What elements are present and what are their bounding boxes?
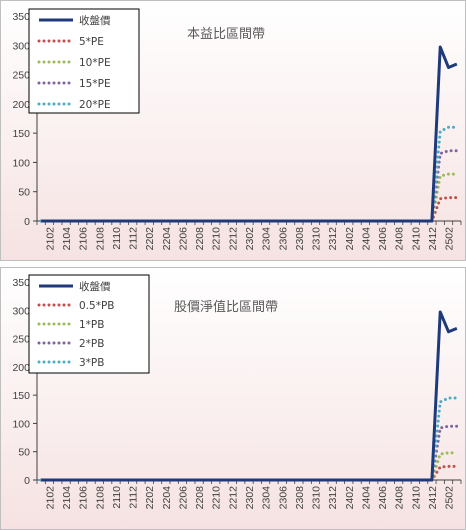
pe-y-tick-label: 50 — [18, 187, 30, 199]
pb-legend-label: 1*PB — [79, 319, 104, 331]
pe-legend — [28, 8, 140, 114]
pe-chart-title: 本益比區間帶 — [187, 27, 265, 42]
pb-x-tick-label: 2204 — [161, 486, 173, 510]
pb-x-tick-label: 2304 — [261, 486, 273, 510]
pb-x-tick-label: 2104 — [61, 486, 73, 510]
pe-series-line-15*PE — [39, 149, 459, 223]
pe-x-tick-label: 2308 — [294, 227, 306, 251]
pb-x-tick-label: 2210 — [211, 486, 223, 510]
pb-legend-label: 3*PB — [79, 357, 104, 369]
pb-y-tick-label: 50 — [18, 447, 30, 459]
pe-x-tick-label: 2302 — [244, 227, 256, 251]
pb-y-tick-label: 150 — [12, 390, 30, 402]
pe-y-tick-label: 200 — [12, 99, 30, 111]
pe-y-tick-label: 300 — [12, 40, 30, 52]
pb-y-tick-label: 300 — [12, 305, 30, 317]
pe-x-tick-label: 2306 — [277, 227, 289, 251]
pe-y-tick-label: 350 — [12, 11, 30, 23]
pb-chart-title: 股價淨值比區間帶 — [174, 299, 278, 315]
pe-x-tick-label: 2208 — [194, 227, 206, 251]
pe-x-tick-label: 2204 — [161, 227, 173, 251]
pe-x-tick-label: 2108 — [94, 227, 106, 251]
pe-x-tick-label: 2402 — [344, 227, 356, 251]
pb-series-line-2*PB — [39, 424, 459, 482]
pb-band-chart: 0 50 100 150 200 250 300 350 2102 2104 2106 2108 211… — [12, 274, 462, 510]
pb-y-tick-label: 100 — [12, 418, 30, 430]
pe-band-chart: 0 50 100 150 200 250 300 350 2102 2104 2106 2108 211… — [12, 8, 462, 251]
pb-x-tick-label: 2302 — [244, 486, 256, 510]
pe-legend-label: 20*PE — [79, 99, 111, 111]
pb-x-tick-label: 2202 — [144, 486, 156, 510]
pb-x-tick-label: 2404 — [360, 486, 372, 510]
pb-legend-label: 0.5*PB — [79, 300, 114, 312]
pe-x-tick-label: 2410 — [410, 227, 422, 251]
pe-series-line-5*PE — [39, 196, 459, 223]
pe-x-tick-label: 2408 — [394, 227, 406, 251]
pe-y-tick-label: 0 — [24, 216, 30, 228]
pb-x-tick-label: 2102 — [44, 486, 56, 510]
pb-legend-label: 2*PB — [79, 338, 104, 350]
pe-x-tick-label: 2202 — [144, 227, 156, 251]
pb-band-chart-panel: 0 50 100 150 200 250 300 350 2102 2104 2106 2108 211… — [0, 267, 466, 530]
pe-y-tick-label: 250 — [12, 70, 30, 82]
pb-x-tick-label: 2412 — [427, 486, 439, 510]
pb-x-tick-label: 2502 — [444, 486, 456, 510]
pe-x-tick-label: 2502 — [444, 227, 456, 251]
pe-y-tick-label: 150 — [12, 128, 30, 140]
pe-x-tick-label: 2110 — [111, 227, 123, 250]
pb-y-tick-label: 0 — [24, 475, 30, 487]
pe-x-tick-label: 2210 — [211, 227, 223, 251]
pe-x-tick-label: 2312 — [327, 227, 339, 251]
pb-x-tick-label: 2206 — [177, 486, 189, 510]
pe-x-tick-label: 2106 — [78, 227, 90, 251]
pb-x-tick-label: 2110 — [111, 486, 123, 509]
pe-legend-label: 5*PE — [79, 36, 104, 48]
pb-y-tick-label: 200 — [12, 362, 30, 374]
pe-x-tick-label: 2310 — [311, 227, 323, 251]
pb-x-tick-label: 2306 — [277, 486, 289, 510]
pb-y-tick-label: 250 — [12, 334, 30, 346]
pb-x-tick-label: 2112 — [128, 486, 140, 509]
pb-x-tick-label: 2108 — [94, 486, 106, 510]
pe-x-tick-label: 2412 — [427, 227, 439, 251]
pe-x-tick-label: 2304 — [261, 227, 273, 251]
pe-x-tick-label: 2102 — [44, 227, 56, 251]
pe-x-tick-label: 2206 — [177, 227, 189, 251]
pe-series-line-收盤價 — [41, 45, 458, 223]
pe-x-tick-label: 2406 — [377, 227, 389, 251]
pb-x-tick-label: 2408 — [394, 486, 406, 510]
pe-x-tick-label: 2104 — [61, 227, 73, 251]
pb-x-tick-label: 2406 — [377, 486, 389, 510]
pb-y-tick-label: 350 — [12, 277, 30, 289]
pb-x-tick-label: 2106 — [78, 486, 90, 510]
pb-x-tick-label: 2212 — [227, 486, 239, 510]
pb-x-tick-label: 2208 — [194, 486, 206, 510]
pb-x-tick-label: 2308 — [294, 486, 306, 510]
pb-x-tick-label: 2312 — [327, 486, 339, 510]
pb-legend-label: 收盤價 — [79, 280, 111, 293]
pb-series-line-1*PB — [39, 451, 459, 482]
pe-x-tick-label: 2112 — [128, 227, 140, 250]
pb-series-line-0.5*PB — [39, 464, 459, 482]
pb-x-tick-label: 2410 — [410, 486, 422, 510]
pe-y-tick-label: 100 — [12, 157, 30, 169]
pe-band-chart-panel: 0 50 100 150 200 250 300 350 2102 2104 2106 2108 211… — [0, 0, 466, 261]
pe-series-line-20*PE — [39, 125, 459, 223]
pe-x-tick-label: 2404 — [360, 227, 372, 251]
pb-x-tick-label: 2402 — [344, 486, 356, 510]
pb-series-line-3*PB — [39, 396, 459, 482]
pe-legend-label: 10*PE — [79, 57, 111, 69]
pb-series-line-收盤價 — [41, 310, 458, 482]
pe-series-line-10*PE — [39, 172, 459, 223]
pb-x-tick-label: 2310 — [311, 486, 323, 510]
pe-legend-label: 收盤價 — [79, 14, 111, 27]
pe-x-tick-label: 2212 — [227, 227, 239, 251]
pe-legend-label: 15*PE — [79, 78, 111, 90]
